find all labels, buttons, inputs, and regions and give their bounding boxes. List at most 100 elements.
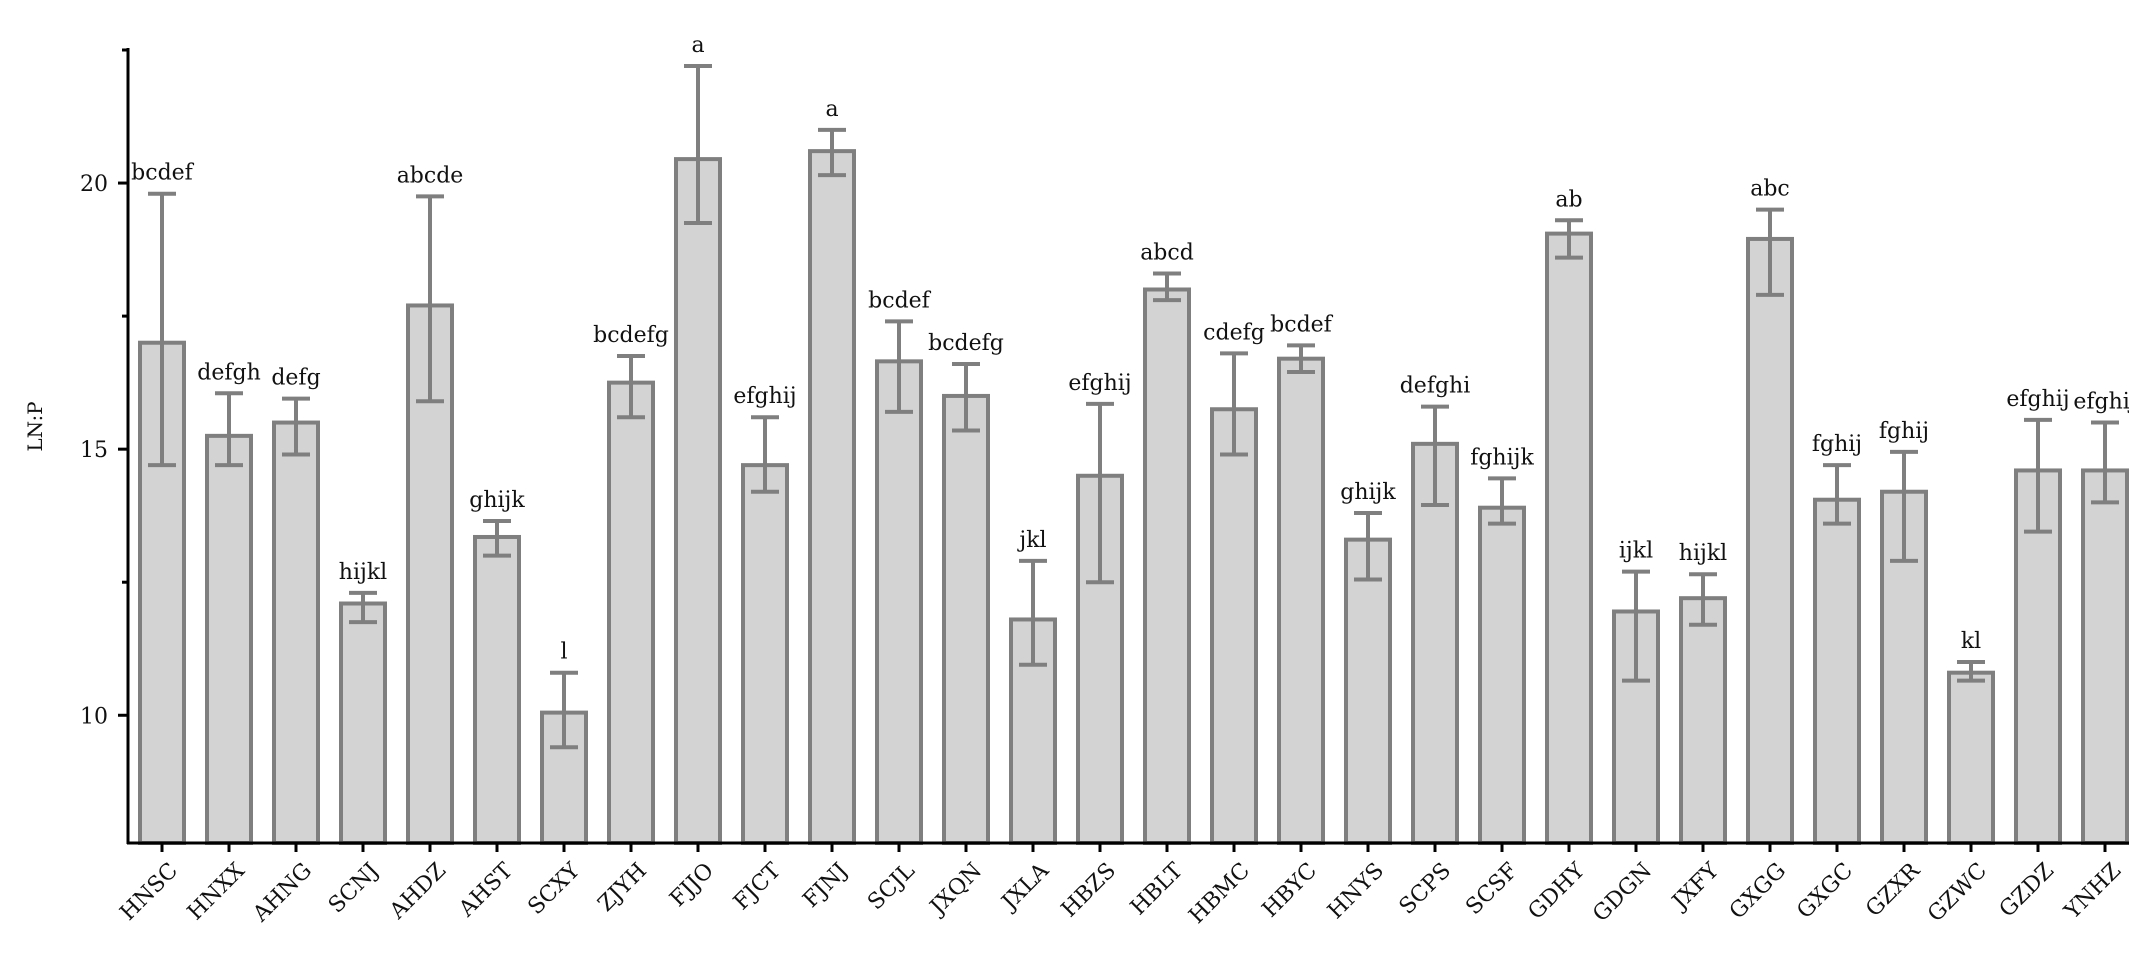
y-axis-title: LN:P bbox=[23, 401, 47, 451]
significance-letter-jxfy: hijkl bbox=[1679, 541, 1727, 566]
category-label-jxfy: JXFY bbox=[1667, 858, 1725, 916]
significance-letter-gzxr: fghij bbox=[1879, 419, 1929, 444]
category-label-scjl: SCJL bbox=[863, 858, 920, 915]
bar-hbmc bbox=[1210, 407, 1258, 845]
significance-letter-scjl: bcdef bbox=[868, 288, 932, 313]
bar-gdhy bbox=[1545, 231, 1593, 846]
error-bar-fjct bbox=[751, 415, 779, 494]
category-label-ahst: AHST bbox=[454, 858, 518, 922]
bar-ahng bbox=[272, 420, 320, 845]
error-bar-hnsc bbox=[148, 191, 176, 468]
bar-scjl bbox=[875, 359, 923, 845]
category-label-gzxr: GZXR bbox=[1861, 857, 1926, 922]
significance-letter-gdhy: ab bbox=[1555, 187, 1582, 212]
error-bar-scxy bbox=[550, 670, 578, 750]
significance-letter-hnsc: bcdef bbox=[131, 161, 195, 186]
y-tick-label: 20 bbox=[80, 172, 108, 197]
category-label-fjjo: FJJO bbox=[665, 858, 719, 912]
category-label-hbmc: HBMC bbox=[1184, 858, 1255, 929]
significance-letter-scxy: l bbox=[560, 640, 567, 665]
y-tick-label: 15 bbox=[80, 438, 108, 463]
category-label-jxla: JXLA bbox=[996, 858, 1055, 917]
category-label-fjnj: FJNJ bbox=[798, 858, 853, 913]
category-label-ahdz: AHDZ bbox=[385, 858, 451, 924]
significance-letter-hblt: abcd bbox=[1140, 241, 1194, 266]
error-bar-gzxr bbox=[1890, 449, 1918, 563]
error-bar-jxla bbox=[1019, 558, 1047, 667]
error-bar-fjjo bbox=[684, 63, 712, 225]
bar-fjct bbox=[741, 463, 789, 845]
significance-letter-hbyc: bcdef bbox=[1270, 312, 1334, 337]
category-label-hnxx: HNXX bbox=[183, 858, 250, 925]
significance-letter-fjjo: a bbox=[691, 33, 704, 58]
category-label-zjyh: ZJYH bbox=[593, 858, 652, 917]
significance-letter-jxqn: bcdefg bbox=[928, 331, 1004, 356]
error-bars-layer bbox=[148, 63, 2119, 750]
error-bar-scnj bbox=[349, 590, 377, 625]
category-label-scsf: SCSF bbox=[1461, 858, 1523, 920]
axes-layer: 10 15 20 bbox=[80, 48, 2129, 852]
error-bar-scjl bbox=[885, 319, 913, 414]
significance-letter-hbzs: efghij bbox=[1068, 371, 1131, 396]
bar-hnxx bbox=[205, 433, 253, 845]
bar-jxqn bbox=[942, 393, 990, 845]
bar-gzwc bbox=[1947, 670, 1995, 846]
bar-hbyc bbox=[1277, 356, 1325, 845]
significance-letter-scnj: hijkl bbox=[339, 560, 387, 585]
significance-letter-fjnj: a bbox=[825, 97, 838, 122]
error-bar-gzdz bbox=[2024, 417, 2052, 534]
error-bar-scps bbox=[1421, 404, 1449, 508]
bar-jxla bbox=[1009, 617, 1057, 845]
category-label-gxgc: GXGC bbox=[1792, 858, 1858, 924]
significance-letter-zjyh: bcdefg bbox=[593, 323, 669, 348]
error-bar-ynhz bbox=[2091, 420, 2119, 505]
significance-letter-gzwc: kl bbox=[1961, 629, 1981, 654]
bar-hnys bbox=[1344, 537, 1392, 845]
significance-letter-ahng: defg bbox=[271, 366, 320, 391]
bar-fjnj bbox=[808, 149, 856, 846]
category-label-gdhy: GDHY bbox=[1524, 858, 1591, 925]
significance-letter-gxgc: fghij bbox=[1812, 432, 1862, 457]
error-bar-gxgg bbox=[1756, 207, 1784, 297]
category-label-scps: SCPS bbox=[1395, 858, 1456, 919]
error-bar-hblt bbox=[1153, 271, 1181, 303]
error-bar-ahng bbox=[282, 396, 310, 457]
significance-letter-jxla: jkl bbox=[1016, 528, 1046, 553]
bar-hblt bbox=[1143, 287, 1191, 845]
bar-ahst bbox=[473, 534, 521, 845]
error-bar-gxgc bbox=[1823, 463, 1851, 526]
significance-letter-scps: defghi bbox=[1400, 374, 1471, 399]
category-label-jxqn: JXQN bbox=[924, 858, 987, 921]
significance-letter-ynhz: efghij bbox=[2073, 390, 2129, 415]
bar-scps bbox=[1411, 441, 1459, 845]
category-label-hbzs: HBZS bbox=[1057, 858, 1121, 922]
category-label-hblt: HBLT bbox=[1126, 858, 1188, 920]
significance-letter-fjct: efghij bbox=[733, 384, 796, 409]
category-label-scxy: SCXY bbox=[523, 858, 585, 920]
significance-letter-hbmc: cdefg bbox=[1203, 320, 1265, 345]
bar-fjjo bbox=[674, 157, 722, 846]
significance-letter-gxgg: abc bbox=[1750, 177, 1790, 202]
category-label-hnsc: HNSC bbox=[116, 858, 183, 925]
significance-letter-gzdz: efghij bbox=[2006, 387, 2069, 412]
significance-letter-scsf: fghijk bbox=[1470, 445, 1534, 470]
category-label-gxgg: GXGG bbox=[1725, 858, 1791, 924]
category-label-gzwc: GZWC bbox=[1923, 858, 1992, 927]
error-bar-fjnj bbox=[818, 127, 846, 178]
bar-ynhz bbox=[2081, 468, 2129, 845]
error-bar-gdgn bbox=[1622, 569, 1650, 683]
category-label-gzdz: GZDZ bbox=[1995, 858, 2059, 922]
category-label-fjct: FJCT bbox=[729, 858, 786, 915]
category-label-hnys: HNYS bbox=[1323, 858, 1389, 924]
significance-letter-gdgn: ijkl bbox=[1619, 539, 1653, 564]
error-bar-hbmc bbox=[1220, 351, 1248, 457]
error-bar-ahdz bbox=[416, 194, 444, 404]
error-bar-hbyc bbox=[1287, 343, 1315, 374]
category-label-hbyc: HBYC bbox=[1258, 858, 1322, 922]
category-label-gdgn: GDGN bbox=[1588, 858, 1657, 927]
significance-letter-ahst: ghijk bbox=[469, 488, 525, 513]
bar-zjyh bbox=[607, 380, 655, 845]
error-bar-hbzs bbox=[1086, 401, 1114, 585]
error-bar-hnys bbox=[1354, 511, 1382, 582]
